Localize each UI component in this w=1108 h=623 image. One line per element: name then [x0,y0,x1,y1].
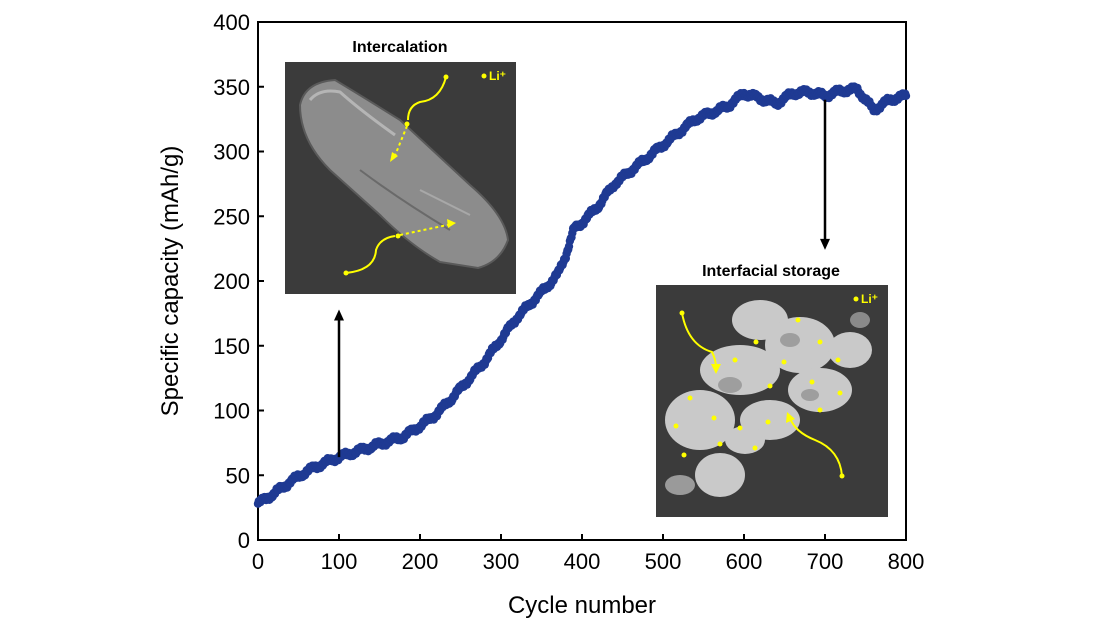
li-path-arrow [345,235,396,274]
data-point [901,91,911,101]
y-tick-label: 250 [213,204,250,229]
x-ticks: 0 100 200 300 400 500 600 700 800 [252,534,924,574]
li-path-arrow [407,76,447,121]
x-tick-label: 700 [807,549,844,574]
li-legend-dot [853,296,859,302]
x-tick-label: 300 [483,549,520,574]
li-ion-dot [443,74,449,80]
x-tick-label: 800 [888,549,925,574]
y-ticks: 0 50 100 150 200 250 300 350 400 [213,10,264,553]
arrowhead-icon [820,238,830,250]
y-tick-label: 400 [213,10,250,35]
inset-interfacial: Interfacial storage [656,263,888,517]
li-ion-dot [839,473,845,479]
li-ion-dot [395,233,401,239]
particle-cluster-image [665,300,872,497]
li-legend-label: Li⁺ [489,69,506,83]
x-tick-label: 200 [402,549,439,574]
li-ion-dot [343,270,349,276]
particle-rod-image [298,78,510,270]
y-tick-label: 100 [213,399,250,424]
y-tick-label: 0 [238,528,250,553]
li-ion-dots [673,317,843,458]
x-tick-label: 0 [252,549,264,574]
li-legend-label: Li⁺ [861,292,878,306]
particle-cluster-shading [718,333,819,401]
li-ion-dot [679,310,685,316]
arrowhead-icon [334,309,344,321]
inset-title-interfacial: Interfacial storage [702,263,840,280]
arrowhead-icon [447,219,456,228]
arrowhead-icon [711,364,721,374]
x-tick-label: 500 [645,549,682,574]
li-path-arrow [789,417,843,477]
x-tick-label: 100 [321,549,358,574]
inset-title-intercalation: Intercalation [352,39,447,56]
inset-intercalation: Intercalation Li⁺ [285,39,516,294]
y-tick-label: 350 [213,75,250,100]
li-path-arrow [681,312,717,369]
arrowhead-icon [786,412,795,423]
li-dotted-arrow [399,223,453,236]
x-axis-title: Cycle number [508,592,656,619]
y-tick-label: 200 [213,269,250,294]
x-tick-label: 400 [564,549,601,574]
data-series [253,82,911,508]
y-tick-label: 150 [213,334,250,359]
li-ion-dot [404,121,410,127]
y-tick-label: 50 [226,463,250,488]
arrowhead-icon [390,152,398,162]
annotation-arrows [334,99,830,458]
y-tick-label: 300 [213,140,250,165]
x-tick-label: 600 [726,549,763,574]
li-legend-dot [481,73,487,79]
y-axis-title: Specific capacity (mAh/g) [157,146,184,417]
